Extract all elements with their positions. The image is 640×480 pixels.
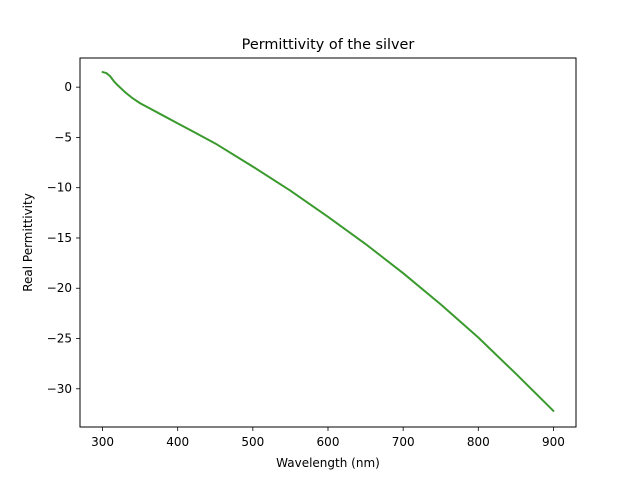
x-axis: 300 400 500 600 700 800 900 (91, 427, 565, 449)
x-tick-label: 700 (392, 435, 415, 449)
y-tick-label: −20 (47, 281, 72, 295)
x-tick-label: 900 (542, 435, 565, 449)
x-tick-label: 500 (241, 435, 264, 449)
chart-title: Permittivity of the silver (242, 37, 415, 53)
y-tick-label: −25 (47, 332, 72, 346)
axes-frame (79, 57, 577, 428)
series-layer (101, 71, 555, 412)
y-tick-label: −15 (47, 231, 72, 245)
y-tick-label: −10 (47, 181, 72, 195)
y-tick-label: −30 (47, 382, 72, 396)
series-line (101, 71, 555, 412)
x-tick-label: 600 (317, 435, 340, 449)
x-tick-label: 800 (467, 435, 490, 449)
x-tick-label: 400 (166, 435, 189, 449)
y-axis-label: Real Permittivity (21, 193, 35, 292)
x-tick-label: 300 (91, 435, 114, 449)
x-axis-label: Wavelength (nm) (276, 456, 380, 470)
y-tick-label: 0 (64, 80, 72, 94)
y-tick-label: −5 (54, 130, 72, 144)
y-axis: 0 −5 −10 −15 −20 −25 −30 (47, 80, 80, 396)
